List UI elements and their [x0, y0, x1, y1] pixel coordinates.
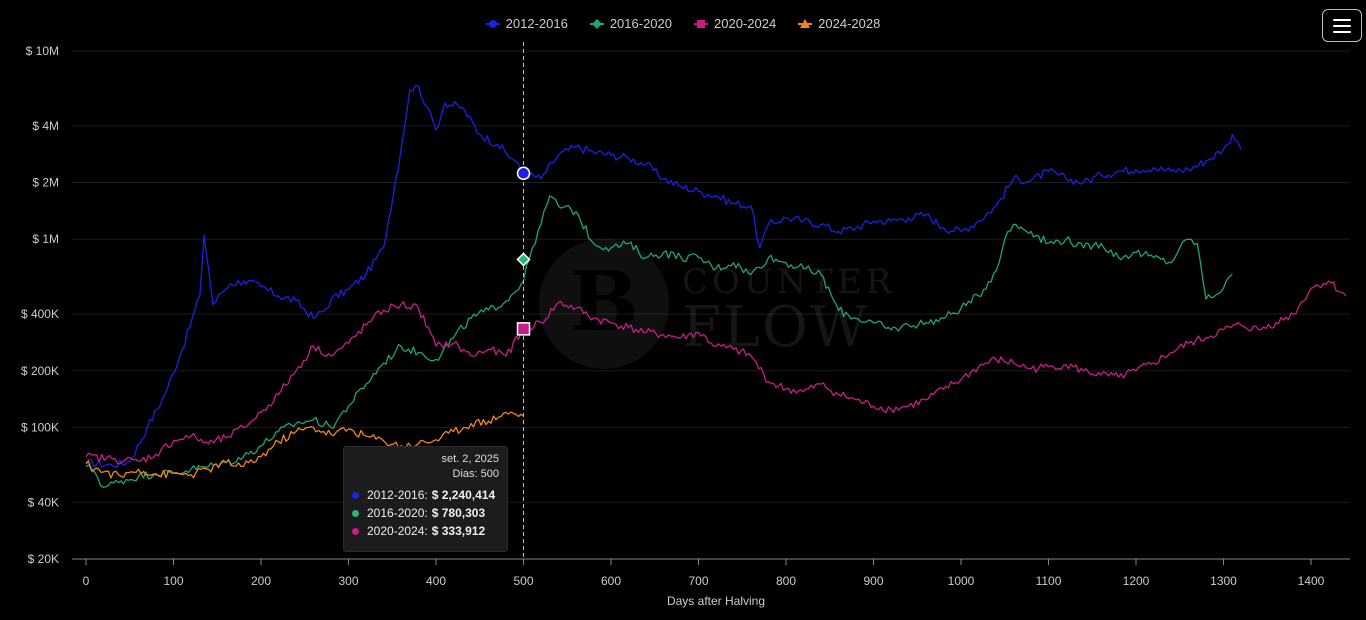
hamburger-icon [1333, 18, 1351, 21]
x-tick-label: 600 [601, 574, 621, 588]
x-tick-label: 800 [776, 574, 796, 588]
tooltip-row: 2012-2016: $ 2,240,414 [352, 486, 499, 504]
y-tick-label: $ 200K [21, 364, 59, 378]
watermark: B COUNTER FLOW [539, 239, 895, 369]
y-tick-label: $ 400K [21, 307, 59, 321]
svg-text:B: B [569, 254, 638, 350]
x-tick-label: 0 [83, 574, 90, 588]
watermark-line2: FLOW [682, 295, 870, 360]
x-tick-label: 300 [338, 574, 358, 588]
diamond-marker-icon [589, 18, 604, 29]
series-line-2024-2028 [85, 411, 524, 479]
tooltip-days: Dias: 500 [452, 468, 499, 480]
x-tick-label: 500 [513, 574, 533, 588]
tooltip: set. 2, 2025 Dias: 500 2012-2016: $ 2,240… [343, 446, 508, 552]
x-tick-label: 900 [863, 574, 883, 588]
y-tick-label: $ 20K [28, 552, 59, 566]
axes: $ 10M $ 4M $ 2M $ 1M $ 400K $ 200K $ 100K $ 40K… [21, 44, 1350, 588]
menu-button[interactable] [1322, 9, 1362, 42]
tooltip-row: 2016-2020: $ 780,303 [352, 504, 499, 522]
x-tick-label: 1200 [1123, 574, 1150, 588]
x-tick-label: 100 [163, 574, 183, 588]
y-tick-label: $ 40K [28, 495, 59, 509]
legend-label: 2020-2024 [714, 16, 777, 31]
y-tick-label: $ 1M [32, 232, 59, 246]
crosshair [516, 42, 531, 559]
point-marker-2012-2016 [516, 166, 531, 181]
series-dot-icon [352, 527, 359, 535]
legend-item-2012-2016[interactable]: 2012-2016 [485, 16, 568, 31]
series-line-2020-2024 [85, 280, 1347, 465]
x-axis-title: Days after Halving [667, 594, 765, 608]
point-marker-2020-2024 [516, 322, 531, 336]
series-dot-icon [352, 491, 359, 499]
legend-item-2020-2024[interactable]: 2020-2024 [694, 16, 776, 31]
series-lines [85, 84, 1347, 489]
series-dot-icon [352, 509, 359, 517]
x-tick-label: 700 [688, 574, 708, 588]
x-tick-label: 1400 [1298, 574, 1325, 588]
legend-label: 2016-2020 [609, 16, 672, 31]
y-tick-label: $ 100K [21, 420, 59, 434]
y-tick-label: $ 10M [26, 44, 59, 58]
legend-item-2016-2020[interactable]: 2016-2020 [589, 16, 672, 31]
tooltip-row: 2020-2024: $ 333,912 [352, 522, 499, 540]
x-tick-label: 1100 [1036, 574, 1062, 588]
legend-item-2024-2028[interactable]: 2024-2028 [798, 16, 880, 31]
point-marker-2016-2020 [516, 252, 531, 267]
tooltip-date: set. 2, 2025 [441, 453, 500, 465]
series-line-2012-2016 [85, 84, 1242, 468]
y-tick-label: $ 4M [32, 119, 59, 133]
watermark-line1: COUNTER [682, 262, 895, 302]
legend-label: 2024-2028 [818, 16, 881, 31]
x-tick-label: 200 [251, 574, 271, 588]
x-tick-label: 400 [426, 574, 446, 588]
triangle-marker-icon [798, 18, 813, 28]
y-tick-label: $ 2M [32, 176, 59, 190]
legend-label: 2012-2016 [505, 16, 568, 31]
series-line-2016-2020 [85, 195, 1233, 489]
x-tick-label: 1300 [1210, 574, 1237, 588]
legend: 2012-2016 2016-2020 2020-2024 2024-2028 [0, 16, 1366, 31]
square-marker-icon [694, 19, 708, 28]
circle-marker-icon [485, 19, 500, 28]
x-tick-label: 1000 [948, 574, 975, 588]
